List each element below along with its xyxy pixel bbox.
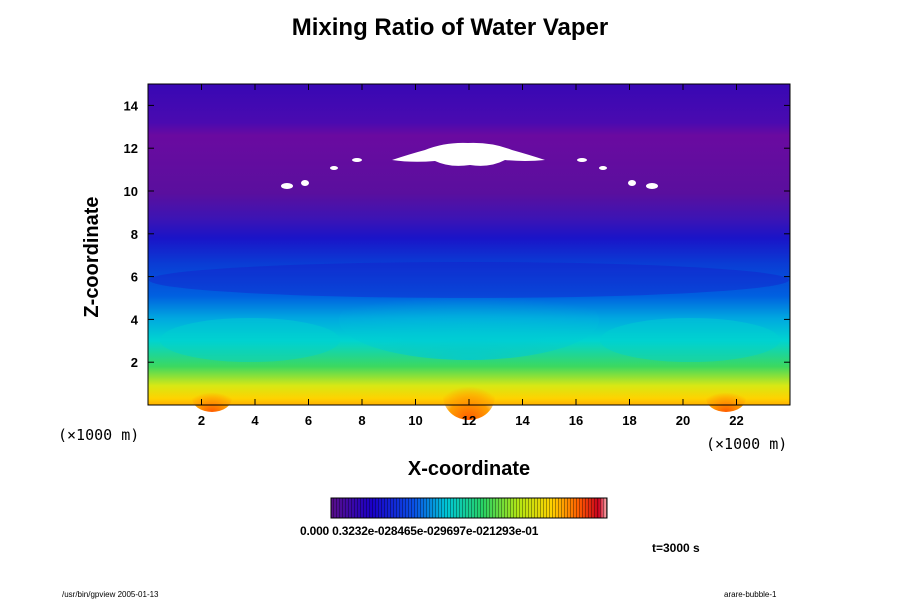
missing-region-right-4 <box>646 183 658 189</box>
x-axis-label: X-coordinate <box>407 458 531 480</box>
y-tick-label: 4 <box>131 312 139 327</box>
x-tick-label: 16 <box>569 413 583 428</box>
footer-command: /usr/bin/gpview 2005-01-13 <box>62 590 159 599</box>
x-ticks: 2 4 6 8 10 12 14 16 18 20 22 <box>198 84 744 428</box>
y-tick-label: 10 <box>124 184 138 199</box>
mid-dark-band <box>149 262 789 298</box>
x-axis-unit: (×1000 m) <box>706 435 788 453</box>
left-lobe <box>160 318 340 362</box>
y-ticks: 2 4 6 8 10 12 14 <box>124 98 790 370</box>
missing-region-left-2 <box>301 180 309 186</box>
colorbar-divisions <box>331 498 607 518</box>
y-axis-unit: (×1000 m) <box>58 426 140 444</box>
missing-region-right-1 <box>577 158 587 162</box>
x-tick-label: 22 <box>729 413 743 428</box>
time-label: t=3000 s <box>652 541 700 555</box>
missing-region-left-4 <box>352 158 362 162</box>
colorbar-labels: 0.000 0.3232e-028465e-029697e-021293e-01 <box>300 524 539 538</box>
y-tick-label: 14 <box>124 98 139 113</box>
x-tick-label: 2 <box>198 413 205 428</box>
footer-run-name: arare-bubble-1 <box>724 590 777 599</box>
x-tick-label: 8 <box>358 413 365 428</box>
x-tick-label: 4 <box>251 413 259 428</box>
y-tick-label: 6 <box>131 270 138 285</box>
missing-region-right-3 <box>628 180 636 186</box>
missing-region-center <box>392 142 545 166</box>
x-tick-label: 20 <box>676 413 690 428</box>
missing-region-right-2 <box>599 166 607 170</box>
plot-area <box>147 83 791 420</box>
y-tick-label: 8 <box>131 227 138 242</box>
central-plume <box>339 280 599 360</box>
surface-bump-left <box>192 384 232 412</box>
chart-title: Mixing Ratio of Water Vaper <box>291 14 609 41</box>
missing-region-left-3 <box>330 166 338 170</box>
x-tick-label: 6 <box>305 413 312 428</box>
x-tick-label: 12 <box>462 413 476 428</box>
x-tick-label: 10 <box>408 413 422 428</box>
missing-region-left-1 <box>281 183 293 189</box>
y-tick-label: 2 <box>131 355 138 370</box>
x-tick-label: 18 <box>622 413 636 428</box>
x-tick-label: 14 <box>515 413 530 428</box>
y-axis-label: Z-coordinate <box>81 196 103 318</box>
y-tick-label: 12 <box>124 141 138 156</box>
surface-bump-right <box>706 384 746 412</box>
colorbar <box>330 497 608 519</box>
right-lobe <box>600 318 780 362</box>
colorbar-frame <box>330 497 608 519</box>
surface-bump-center <box>443 372 495 420</box>
